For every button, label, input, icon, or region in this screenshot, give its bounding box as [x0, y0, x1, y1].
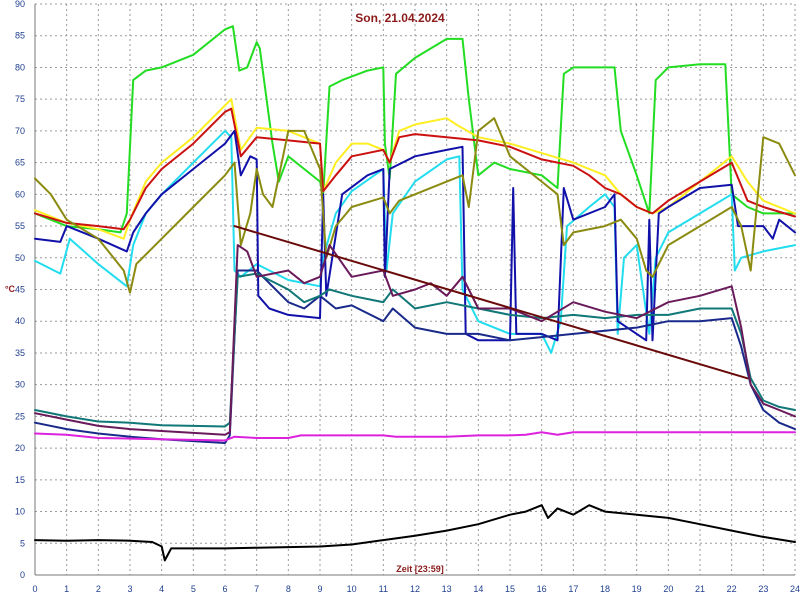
x-tick-label: 1	[64, 584, 69, 594]
tick-labels: 0 1 2 3 4 5 6 7 8 9 10 11 12 13 14 15 16 17 18 19 20 21 22 23 24…	[15, 0, 800, 594]
y-tick-label: 60	[15, 189, 25, 199]
series-line-7	[34, 269, 796, 444]
x-tick-label: 14	[473, 584, 483, 594]
series-line-1	[34, 25, 796, 234]
y-tick-label: 40	[15, 316, 25, 326]
x-tick-label: 7	[254, 584, 259, 594]
series-layer	[34, 25, 796, 562]
x-tick-label: 12	[410, 584, 420, 594]
y-tick-label: 30	[15, 380, 25, 390]
y-tick-label: 25	[15, 411, 25, 421]
y-tick-label: 10	[15, 507, 25, 517]
x-tick-label: 0	[32, 584, 37, 594]
x-tick-label: 4	[159, 584, 164, 594]
series-line-9	[34, 244, 796, 436]
x-tick-label: 18	[600, 584, 610, 594]
chart-title: Son, 21.04.2024	[355, 11, 445, 25]
series-line-3	[34, 107, 796, 231]
y-axis-label: °C	[5, 284, 16, 294]
series-line-5	[34, 129, 796, 342]
y-tick-label: 65	[15, 158, 25, 168]
x-tick-label: 21	[695, 584, 705, 594]
x-tick-label: 2	[96, 584, 101, 594]
x-tick-label: 19	[632, 584, 642, 594]
series-line-6	[34, 117, 796, 294]
x-tick-label: 20	[663, 584, 673, 594]
y-tick-label: 50	[15, 253, 25, 263]
series-line-11	[233, 225, 749, 380]
x-tick-label: 5	[191, 584, 196, 594]
x-tick-label: 24	[790, 584, 800, 594]
series-line-8	[34, 272, 796, 428]
x-tick-label: 16	[537, 584, 547, 594]
y-tick-label: 90	[15, 0, 25, 9]
y-tick-label: 15	[15, 475, 25, 485]
y-tick-label: 45	[15, 285, 25, 295]
y-tick-label: 75	[15, 94, 25, 104]
y-tick-label: 0	[20, 570, 25, 580]
x-axis-label: Zeit [23:59]	[396, 564, 444, 574]
series-line-12	[34, 504, 796, 562]
x-tick-label: 9	[317, 584, 322, 594]
y-tick-label: 70	[15, 126, 25, 136]
y-tick-label: 20	[15, 443, 25, 453]
x-tick-label: 13	[442, 584, 452, 594]
y-tick-label: 5	[20, 538, 25, 548]
x-tick-label: 3	[127, 584, 132, 594]
x-tick-label: 6	[222, 584, 227, 594]
x-tick-label: 17	[568, 584, 578, 594]
x-tick-label: 15	[505, 584, 515, 594]
x-tick-label: 8	[286, 584, 291, 594]
y-tick-label: 85	[15, 31, 25, 41]
y-tick-label: 55	[15, 221, 25, 231]
y-tick-label: 35	[15, 348, 25, 358]
y-tick-label: 80	[15, 62, 25, 72]
x-tick-label: 11	[379, 584, 388, 594]
x-tick-label: 23	[758, 584, 768, 594]
x-tick-label: 10	[347, 584, 357, 594]
series-line-10	[34, 431, 796, 442]
x-tick-label: 22	[727, 584, 737, 594]
